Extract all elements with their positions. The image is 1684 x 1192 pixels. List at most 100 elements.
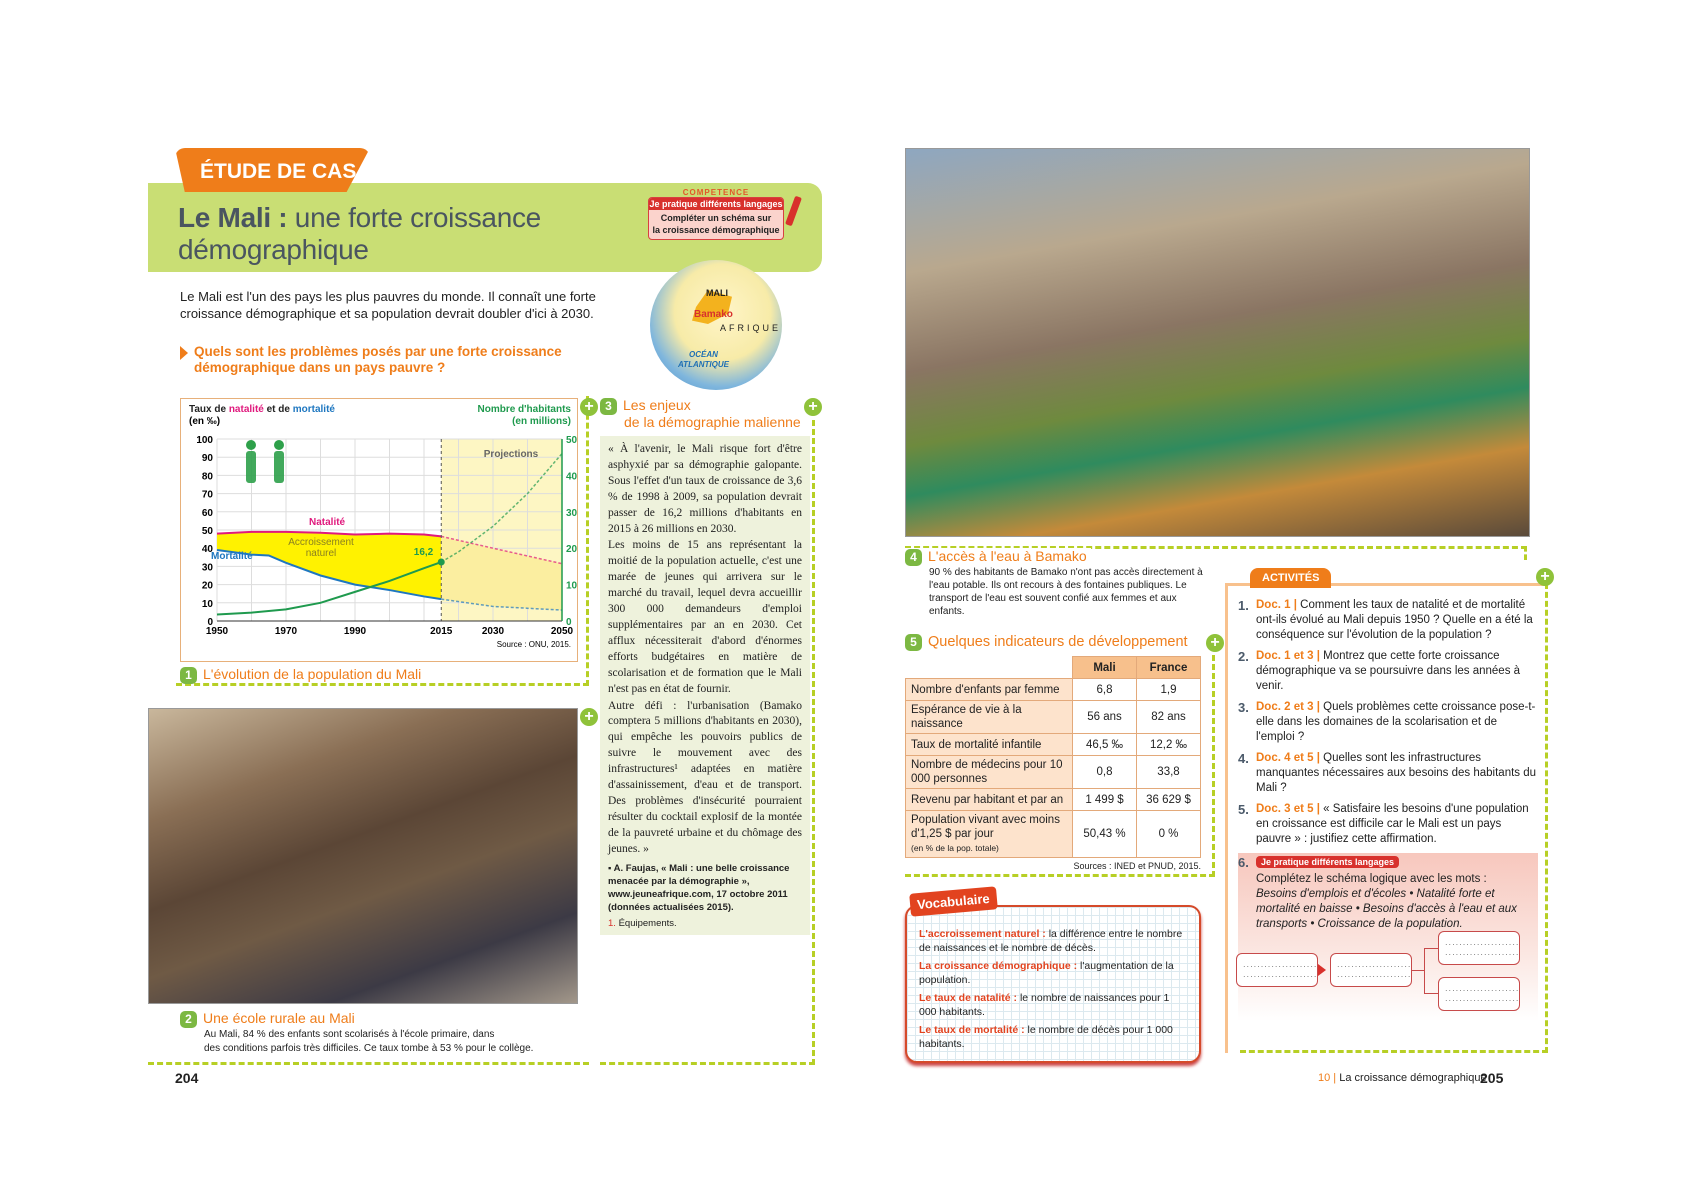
doc4-caption: 4 L'accès à l'eau à Bamako 90 % des habit…	[905, 546, 1235, 618]
x-tick-label: 1950	[206, 626, 229, 637]
key-question: Quels sont les problèmes posés par une f…	[180, 344, 620, 376]
y2-tick-label: 40	[566, 471, 578, 482]
vocab-item: Le taux de mortalité : le nombre de décè…	[919, 1024, 1173, 1050]
doc3-quote: « À l'avenir, le Mali risque fort d'être…	[600, 436, 810, 935]
natality-label: Natalité	[309, 517, 346, 528]
activity-item: 4. Doc. 4 et 5 | Quelles sont les infrast…	[1238, 751, 1537, 794]
y-tick-label: 50	[202, 526, 214, 537]
activity-item: 1. Doc. 1 | Comment les taux de natalité …	[1238, 598, 1533, 641]
person-icon	[274, 451, 284, 483]
connector	[1412, 970, 1424, 971]
doc3-title: 3 Les enjeux de la démographie malienne	[600, 398, 801, 430]
schema-slot-3[interactable]: ....................... ................…	[1438, 931, 1520, 965]
projection-label: Projections	[484, 449, 539, 460]
chart-title-part: natalité	[229, 404, 264, 415]
divider	[905, 546, 1527, 560]
rural-school-photo	[148, 708, 578, 1004]
table-row: Taux de mortalité infantile 46,5 ‰ 12,2 ‰	[905, 733, 1201, 756]
doc5-content: Mali France Nombre d'enfants par femme 6,8…	[905, 656, 1201, 871]
table-row: Population vivant avec moins d'1,25 $ pa…	[905, 810, 1201, 858]
vocab-item: Le taux de natalité : le nombre de naiss…	[919, 992, 1170, 1018]
connector	[1424, 948, 1438, 994]
population-chart: 0 10 20 30 40 50 60 70 80 90 100 0 10 20 30 40 50 1950 197…	[180, 398, 578, 662]
y-tick-label: 40	[202, 544, 214, 555]
map-globe: MALI Bamako AFRIQUE OCÉAN ATLANTIQUE	[650, 260, 782, 390]
chart-title-part: et de	[264, 404, 293, 415]
plus-icon[interactable]: +	[1206, 634, 1224, 652]
person-icon	[246, 440, 256, 450]
series-line	[216, 530, 442, 538]
activity-item: 2. Doc. 1 et 3 | Montrez que cette forte …	[1238, 649, 1521, 692]
person-icon	[246, 451, 256, 483]
page-number-right: 205	[1480, 1070, 1504, 1086]
y-tick-label: 0	[207, 617, 213, 628]
activity-item: 3. Doc. 2 et 3 | Quels problèmes cette cr…	[1238, 700, 1536, 743]
y2-tick-label: 10	[566, 581, 578, 592]
y2-tick-label: 20	[566, 544, 578, 555]
doc5-title: 5 Quelques indicateurs de développement	[905, 634, 1188, 651]
activity-6: 6. Je pratique différents langages Complé…	[1236, 853, 1538, 1021]
page-title: Le Mali : une forte croissance démographi…	[178, 202, 541, 265]
activities-list: 1. Doc. 1 | Comment les taux de natalité …	[1238, 598, 1538, 847]
case-study-tab: ÉTUDE DE CAS	[175, 148, 370, 192]
activity-item: 5. Doc. 3 et 5 | « Satisfaire les besoins…	[1238, 802, 1529, 845]
arrow-icon	[1318, 964, 1326, 976]
point-label: 16,2	[414, 547, 434, 558]
doc1-frame	[176, 396, 589, 686]
y2-tick-label: 30	[566, 508, 578, 519]
plus-icon[interactable]: +	[1536, 568, 1554, 586]
plus-icon[interactable]: +	[580, 398, 598, 416]
mortality-label: Mortalité	[211, 551, 253, 562]
table-row: Nombre d'enfants par femme 6,8 1,9	[905, 678, 1201, 701]
doc5-source: Sources : INED et PNUD, 2015.	[1073, 861, 1201, 871]
y2-axis-label: Nombre d'habitants	[478, 404, 572, 415]
series-projection-line	[440, 453, 563, 563]
water-fountain-photo	[905, 148, 1530, 537]
competence-box: COMPETENCE Je pratique différents langag…	[648, 188, 784, 240]
doc3-frame	[600, 420, 815, 1065]
x-tick-label: 2050	[551, 626, 574, 637]
y-tick-label: 100	[196, 435, 213, 446]
divider	[148, 1062, 589, 1065]
activities-panel	[1225, 583, 1545, 1053]
y-tick-label: 70	[202, 490, 214, 501]
chart-title: Taux de natalité et de mortalité	[189, 404, 335, 415]
doc5-frame	[905, 655, 1215, 877]
series-projection-line	[441, 598, 563, 611]
schema-slot-1[interactable]: ....................... ................…	[1236, 953, 1318, 987]
x-tick-label: 1990	[344, 626, 367, 637]
vocabulary-box: L'accroissement naturel : la différence …	[905, 905, 1201, 1063]
y-tick-label: 80	[202, 471, 214, 482]
chart-source: Source : ONU, 2015.	[497, 640, 571, 649]
series-line	[216, 561, 442, 616]
activities-frame	[1240, 583, 1548, 1053]
x-tick-label: 2030	[482, 626, 505, 637]
doc2-caption: 2 Une école rurale au Mali Au Mali, 84 % …	[180, 1010, 585, 1056]
chart-title-part: Taux de	[189, 404, 229, 415]
y-tick-label: 20	[202, 581, 214, 592]
table-row: Revenu par habitant et par an 1 499 $36 6…	[905, 788, 1201, 811]
vocab-item: L'accroissement naturel : la différence …	[919, 928, 1183, 954]
x-tick-label: 1970	[275, 626, 298, 637]
x-tick-label: 2015	[430, 626, 453, 637]
intro-text: Le Mali est l'un des pays les plus pauvr…	[180, 289, 596, 321]
y-tick-label: 60	[202, 508, 214, 519]
schema-slot-2[interactable]: ....................... ................…	[1330, 953, 1412, 987]
y-axis-unit: (en ‰)	[189, 416, 220, 427]
activities-column: 1. Doc. 1 | Comment les taux de natalité …	[1236, 598, 1538, 1021]
plus-icon[interactable]: +	[580, 708, 598, 726]
plus-icon[interactable]: +	[804, 398, 822, 416]
projected-increase-area	[441, 536, 562, 611]
series-projection-line	[441, 535, 563, 565]
data-point-2015	[437, 558, 445, 566]
area-label: naturel	[306, 548, 337, 559]
chart-title-part: mortalité	[293, 404, 336, 415]
schema-slot-4[interactable]: ....................... ................…	[1438, 977, 1520, 1011]
y-tick-label: 90	[202, 453, 214, 464]
y2-tick-label: 50	[566, 435, 578, 446]
y-tick-label: 30	[202, 562, 214, 573]
y2-axis-unit: (en millions)	[512, 416, 571, 427]
table-row: Espérance de vie à la naissance 56 ans 82 …	[905, 700, 1201, 734]
indicators-table: Mali France Nombre d'enfants par femme 6,8…	[905, 656, 1201, 858]
